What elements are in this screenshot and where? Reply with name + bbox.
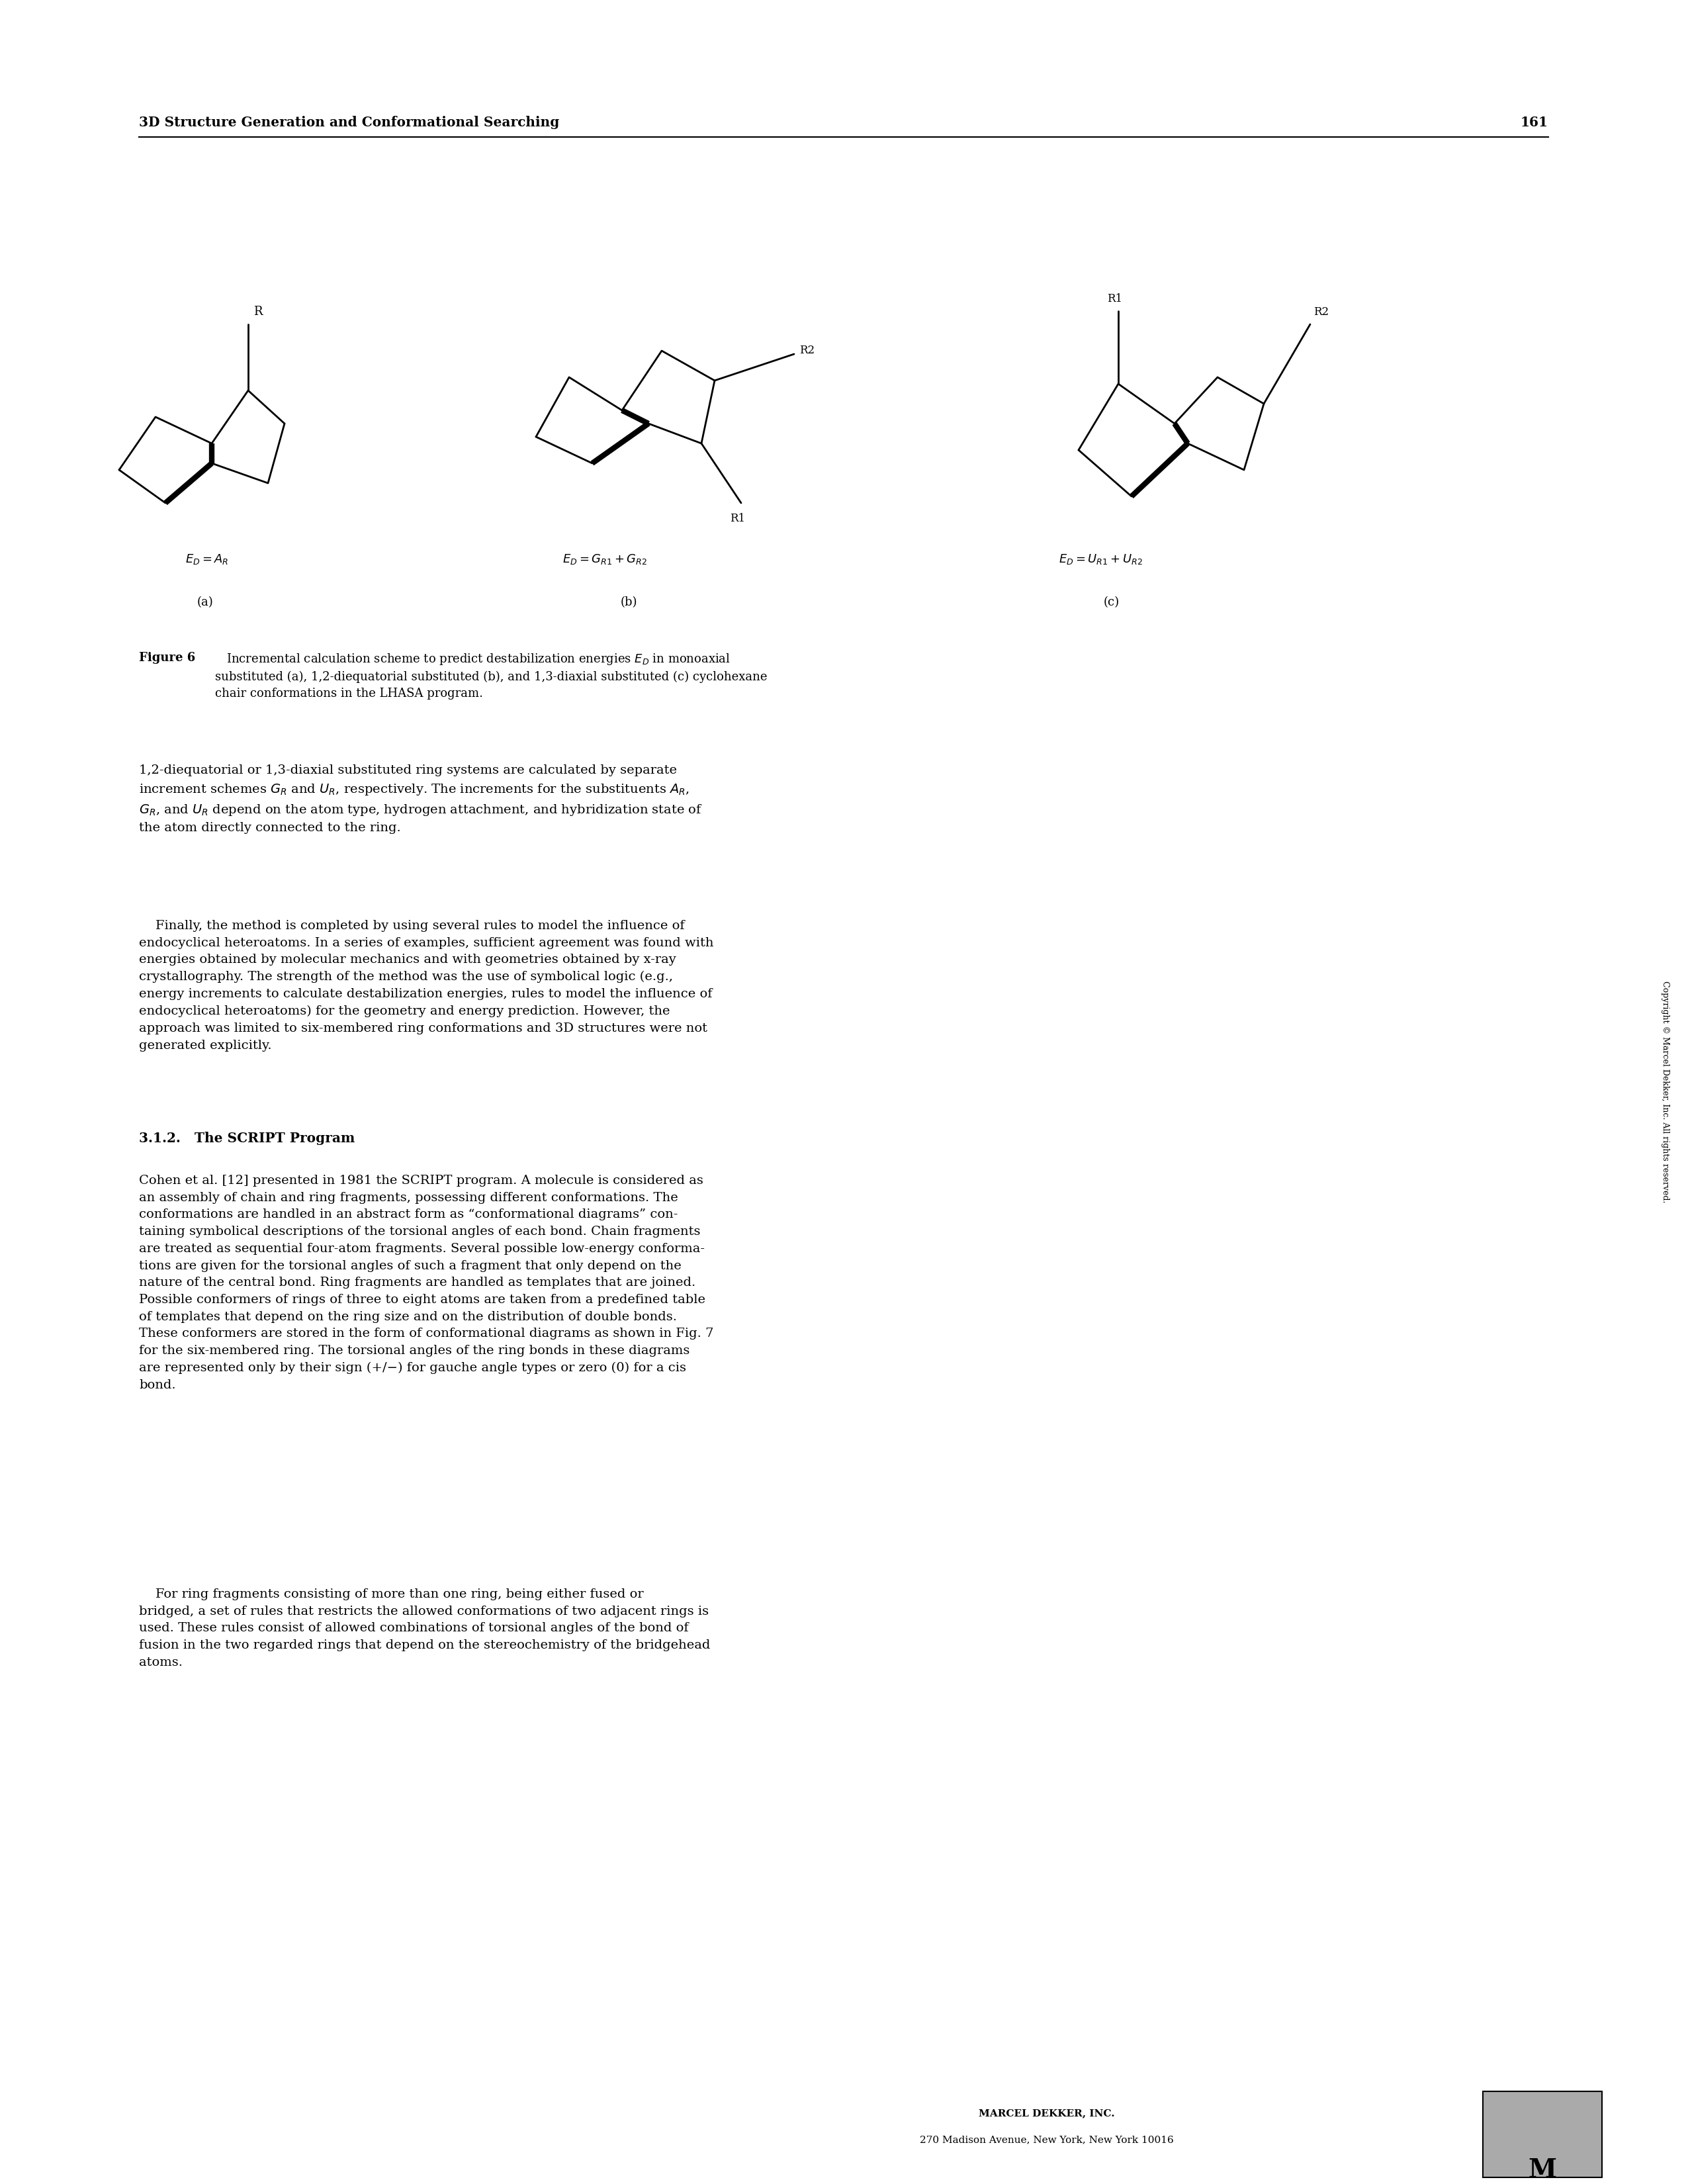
- Text: For ring fragments consisting of more than one ring, being either fused or
bridg: For ring fragments consisting of more th…: [138, 1588, 711, 1669]
- Text: R1: R1: [731, 513, 746, 524]
- Text: Copyright © Marcel Dekker, Inc. All rights reserved.: Copyright © Marcel Dekker, Inc. All righ…: [1661, 981, 1669, 1203]
- Text: 3D Structure Generation and Conformational Searching: 3D Structure Generation and Conformation…: [138, 116, 559, 129]
- Text: MARCEL DEKKER, INC.: MARCEL DEKKER, INC.: [979, 2108, 1114, 2118]
- Text: $E_D = G_{R1} + G_{R2}$: $E_D = G_{R1} + G_{R2}$: [562, 553, 648, 566]
- Text: Figure 6: Figure 6: [138, 651, 196, 664]
- Text: R1: R1: [1107, 293, 1123, 304]
- Text: 270 Madison Avenue, New York, New York 10016: 270 Madison Avenue, New York, New York 1…: [920, 2136, 1173, 2145]
- Text: Incremental calculation scheme to predict destabilization energies $E_D$ in mono: Incremental calculation scheme to predic…: [214, 651, 768, 699]
- Text: 1,2-diequatorial or 1,3-diaxial substituted ring systems are calculated by separ: 1,2-diequatorial or 1,3-diaxial substitu…: [138, 764, 702, 834]
- Text: R2: R2: [1313, 306, 1328, 317]
- Text: (a): (a): [197, 596, 213, 607]
- Bar: [1482, 2092, 1602, 2177]
- Text: Cohen et al. [12] presented in 1981 the SCRIPT program. A molecule is considered: Cohen et al. [12] presented in 1981 the …: [138, 1175, 714, 1391]
- Text: Finally, the method is completed by using several rules to model the influence o: Finally, the method is completed by usin…: [138, 919, 714, 1051]
- Text: (c): (c): [1104, 596, 1119, 607]
- Text: 161: 161: [1521, 116, 1548, 129]
- Text: (b): (b): [619, 596, 636, 607]
- Text: R: R: [253, 306, 262, 317]
- Text: $E_D = A_R$: $E_D = A_R$: [186, 553, 228, 566]
- Text: $E_D = U_{R1} + U_{R2}$: $E_D = U_{R1} + U_{R2}$: [1058, 553, 1143, 566]
- Text: M: M: [1528, 2158, 1556, 2182]
- Text: 3.1.2.   The SCRIPT Program: 3.1.2. The SCRIPT Program: [138, 1131, 354, 1144]
- Text: R2: R2: [800, 345, 815, 356]
